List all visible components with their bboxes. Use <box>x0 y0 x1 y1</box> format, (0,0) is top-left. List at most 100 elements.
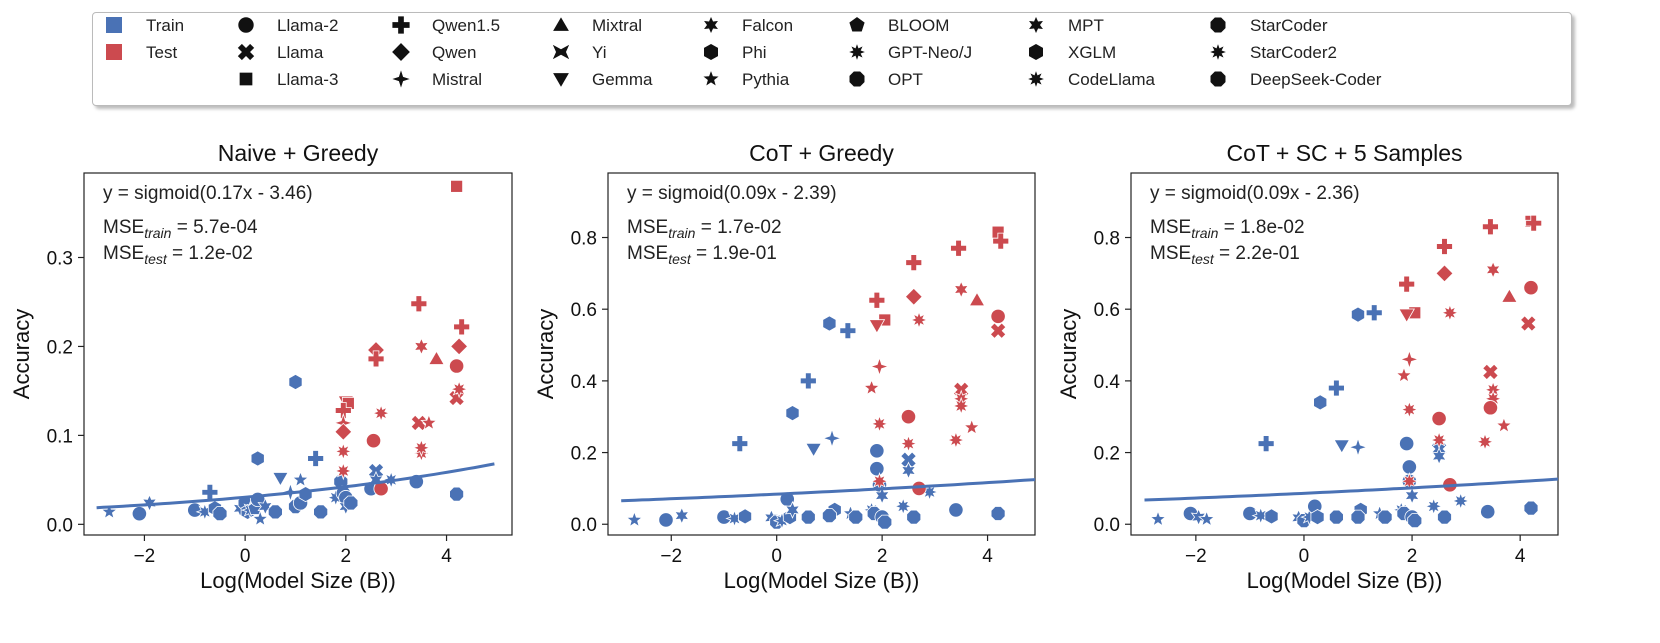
mse-test: MSEtest = 1.2e-02 <box>103 243 253 267</box>
legend-entry-family: OPT <box>848 70 923 89</box>
x-tick-label: 0 <box>771 546 782 567</box>
data-point-train <box>822 315 837 332</box>
data-point-test <box>963 418 981 435</box>
fit-curve <box>1144 477 1558 502</box>
data-point-test <box>334 422 353 441</box>
data-point-test <box>371 403 391 423</box>
legend-label: Pythia <box>742 70 790 89</box>
data-point-train <box>1399 436 1415 452</box>
data-point-train <box>906 509 922 525</box>
data-point-test <box>868 291 886 309</box>
x-tick-label: 0 <box>1299 546 1310 567</box>
data-point-test <box>1482 363 1499 381</box>
data-point-test <box>1398 275 1416 293</box>
mse-test: MSEtest = 1.9e-01 <box>627 243 777 267</box>
data-point-train <box>343 495 359 511</box>
legend-entry-family: CodeLlama <box>1025 68 1155 90</box>
legend-marker-hexagon <box>1028 43 1044 61</box>
legend-label: OPT <box>888 70 923 89</box>
data-point-train <box>821 428 843 449</box>
data-point-train <box>272 472 289 487</box>
data-point-train <box>1310 509 1325 526</box>
series-train <box>100 373 465 527</box>
data-point-train <box>100 502 118 520</box>
legend-marker-octagon <box>1209 16 1227 34</box>
data-point-test <box>899 434 918 453</box>
data-point-train <box>212 506 228 522</box>
data-point-train <box>990 506 1006 521</box>
data-point-test <box>862 378 881 396</box>
legend-entry-family: XGLM <box>1028 43 1116 62</box>
data-point-train <box>1350 509 1366 525</box>
data-point-train <box>291 470 310 488</box>
legend-entry-family: StarCoder2 <box>1207 41 1337 63</box>
data-point-test <box>1482 400 1499 416</box>
data-point-test <box>1520 315 1537 332</box>
data-point-test <box>1475 432 1495 451</box>
data-point-train <box>1401 459 1417 475</box>
legend-entry-family: GPT-Neo/J <box>846 41 972 63</box>
legend-marker-pentagon <box>848 16 866 33</box>
legend-label: Yi <box>592 43 607 62</box>
legend-entry-family: BLOOM <box>848 16 949 35</box>
y-tick-label: 0.4 <box>1094 372 1121 393</box>
data-point-train <box>784 500 801 519</box>
legend-marker-circle <box>237 16 255 34</box>
data-point-train <box>201 483 219 501</box>
legend-entry-family: Mistral <box>389 67 482 91</box>
data-point-train <box>1404 486 1420 505</box>
data-point-test <box>1495 416 1513 434</box>
legend-label: Train <box>146 16 184 35</box>
data-point-train <box>731 435 749 453</box>
data-point-train <box>257 497 274 516</box>
fit-equation: y = sigmoid(0.09x - 2.36) <box>1150 183 1360 204</box>
legend-marker-star8 <box>846 41 868 63</box>
chart-panel: Naive + Greedy −2 0 2 4 0.0 0.1 0.2 0.3 Log(Model… <box>9 140 513 593</box>
data-point-test <box>968 291 986 307</box>
x-tick-label: −2 <box>1185 546 1207 567</box>
legend-label: CodeLlama <box>1068 70 1155 89</box>
legend-label: Test <box>146 43 177 62</box>
legend-label: Phi <box>742 43 767 62</box>
data-point-train <box>948 502 964 518</box>
data-point-train <box>449 486 465 502</box>
data-point-test <box>334 461 353 481</box>
legend-label: Llama-3 <box>277 70 338 89</box>
data-point-train <box>1329 509 1344 525</box>
data-point-test <box>1399 349 1420 370</box>
data-point-train <box>1523 500 1539 516</box>
data-point-test <box>870 414 889 434</box>
data-point-test <box>950 239 967 257</box>
legend-label: Gemma <box>592 70 653 89</box>
data-point-train <box>313 504 329 520</box>
data-point-train <box>869 461 885 477</box>
data-point-train <box>251 509 269 527</box>
legend-entry-family: MPT <box>1027 15 1104 35</box>
y-tick-label: 0.0 <box>1094 515 1120 536</box>
data-point-train <box>1313 394 1328 411</box>
data-point-test <box>869 356 890 377</box>
data-point-test <box>1435 264 1454 283</box>
legend-label: Mixtral <box>592 16 642 35</box>
y-tick-label: 0.4 <box>571 372 598 393</box>
chart-title: CoT + Greedy <box>749 140 894 166</box>
data-point-test <box>1523 280 1539 296</box>
data-point-train <box>674 506 690 525</box>
legend-marker-plus <box>391 15 411 35</box>
data-point-test <box>1429 430 1449 450</box>
series-test <box>333 179 471 497</box>
data-point-test <box>1436 238 1453 255</box>
x-axis-label: Log(Model Size (B)) <box>200 568 396 593</box>
data-point-train <box>1365 304 1383 322</box>
data-point-train <box>187 502 203 518</box>
data-point-test <box>1398 308 1415 323</box>
data-point-train <box>1198 510 1216 527</box>
data-point-train <box>900 461 917 480</box>
x-tick-label: −2 <box>134 546 156 567</box>
x-tick-label: −2 <box>660 546 682 567</box>
data-point-train <box>869 443 885 459</box>
chart-title: CoT + SC + 5 Samples <box>1226 140 1462 166</box>
data-point-train <box>1431 447 1447 466</box>
legend-entry-family: StarCoder <box>1209 16 1328 35</box>
plot-area <box>607 172 1036 536</box>
